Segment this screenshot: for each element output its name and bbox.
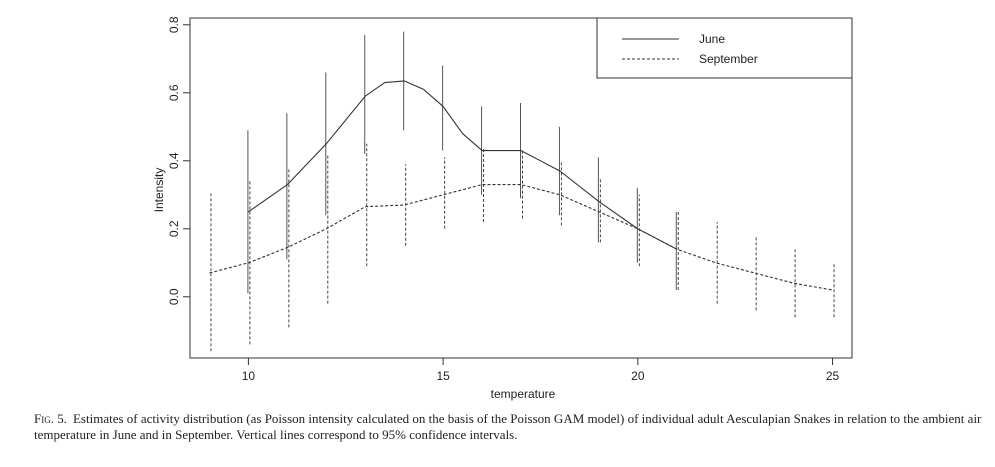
legend-box [596, 17, 853, 79]
y-tick-label: 0.8 [167, 16, 181, 33]
y-tick-label: 0.6 [167, 84, 181, 101]
chart-figure: 10 15 20 25 0.0 0.2 0.4 0.6 0.8 June September te… [152, 16, 853, 401]
plot-frame [189, 17, 853, 359]
x-axis-label: temperature [491, 387, 556, 401]
y-tick-label: 0.0 [167, 288, 181, 305]
figure-caption: Fig. 5. Estimates of activity distributio… [34, 411, 984, 443]
x-tick-label: 20 [631, 369, 645, 383]
x-tick-label: 15 [436, 369, 450, 383]
y-tick-label: 0.2 [167, 220, 181, 237]
x-tick-label: 25 [826, 369, 840, 383]
caption-figure-label: Fig. 5. [34, 411, 67, 426]
caption-text: Estimates of activity distribution (as P… [34, 411, 982, 442]
june-series-line [248, 80, 678, 250]
y-tick-label: 0.4 [167, 152, 181, 169]
legend-label-september: September [699, 52, 758, 66]
x-tick-label: 10 [242, 369, 256, 383]
september-series-line [209, 184, 833, 291]
legend-label-june: June [699, 32, 725, 46]
y-axis-label: Intensity [152, 168, 166, 213]
